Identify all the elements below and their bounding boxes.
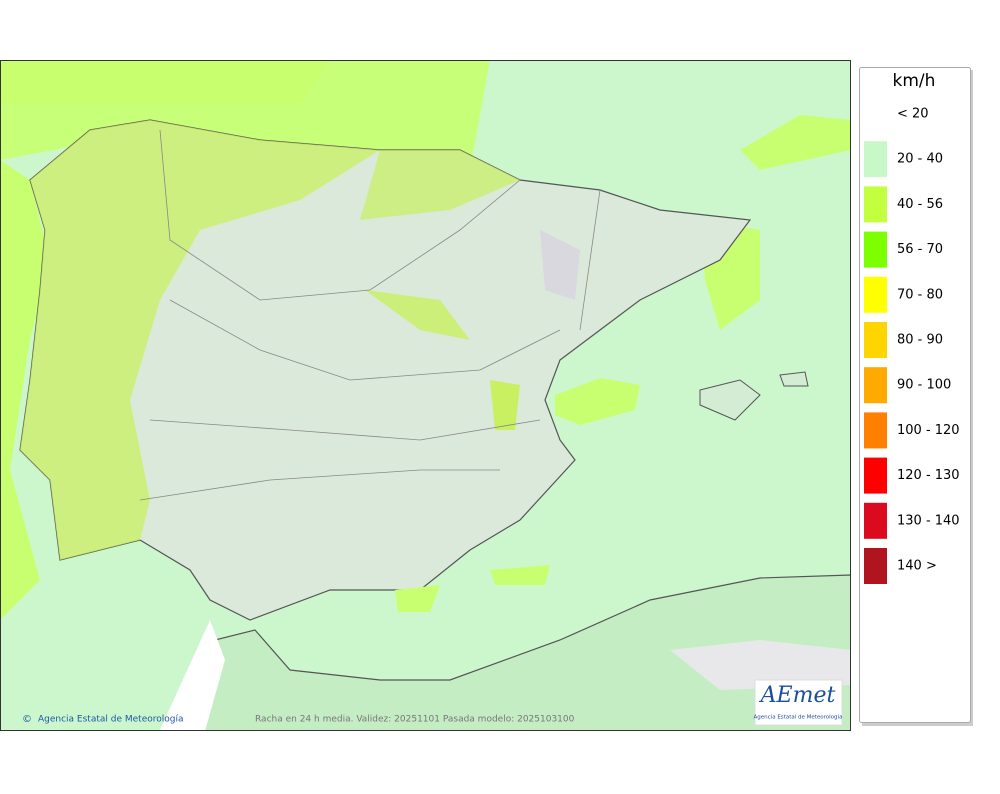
legend-swatch xyxy=(864,367,887,404)
legend-label: 100 - 120 xyxy=(897,423,960,438)
credit-icon: © xyxy=(22,714,32,725)
legend-unit: km/h xyxy=(893,71,936,91)
map-frame xyxy=(0,60,851,731)
legend-swatch xyxy=(864,231,887,268)
legend-swatch xyxy=(864,322,887,358)
map xyxy=(0,60,851,731)
legend-swatch xyxy=(864,457,887,494)
legend-label: 130 - 140 xyxy=(897,513,960,528)
legend-swatch xyxy=(864,548,887,584)
legend-label: 70 - 80 xyxy=(897,287,943,302)
logo: AEmet Agencia Estatal de Meteorología xyxy=(754,679,843,726)
legend-swatch xyxy=(864,141,887,178)
logo-subtitle: Agencia Estatal de Meteorología xyxy=(754,714,843,721)
legend xyxy=(859,67,971,723)
legend-label: 40 - 56 xyxy=(897,197,943,212)
legend-label: 20 - 40 xyxy=(897,152,943,167)
logo-name: AEmet xyxy=(759,683,836,708)
legend-label: 56 - 70 xyxy=(897,242,943,257)
legend-swatch xyxy=(864,502,887,539)
legend-label: 140 > xyxy=(897,559,937,574)
legend-label: 80 - 90 xyxy=(897,333,943,348)
legend-swatch xyxy=(864,276,887,313)
legend-swatch xyxy=(864,412,887,449)
legend-label: 120 - 130 xyxy=(897,468,960,483)
legend-label: < 20 xyxy=(897,107,929,122)
credit: Agencia Estatal de Meteorología xyxy=(38,715,184,725)
legend-label: 90 - 100 xyxy=(897,378,951,393)
legend-swatch xyxy=(864,186,887,223)
caption: Racha en 24 h media. Validez: 20251101 P… xyxy=(255,715,575,725)
